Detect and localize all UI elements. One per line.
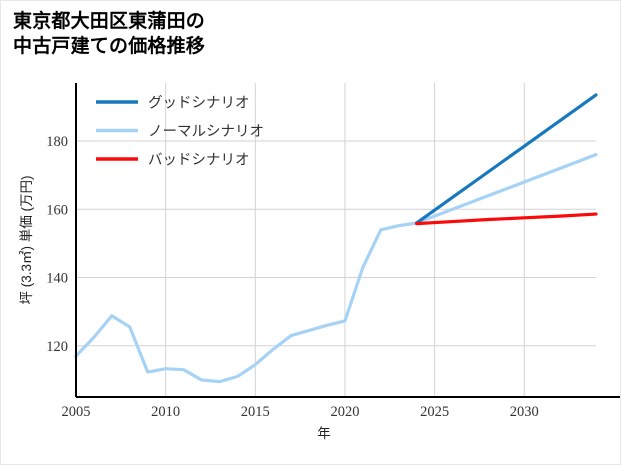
data-series-group xyxy=(74,93,598,384)
y-tick-label: 160 xyxy=(46,202,68,218)
axis-titles: 年 坪 (3.3㎡) 単価 (万円) xyxy=(19,175,331,441)
series-line-バッドシナリオ xyxy=(415,212,598,226)
series-line-グッドシナリオ xyxy=(415,93,598,225)
tick-labels: 2005 2010 2015 2020 2025 2030 120 140 160 180 xyxy=(46,134,539,420)
x-tick-label: 2025 xyxy=(420,404,449,420)
x-axis-title: 年 xyxy=(317,426,331,441)
legend-label-2: バッドシナリオ xyxy=(148,153,250,169)
chart-title: 東京都大田区東蒲田の 中古戸建ての価格推移 xyxy=(13,11,206,58)
x-tick-label: 2015 xyxy=(241,404,270,420)
y-tick-label: 180 xyxy=(46,134,68,150)
legend-label-0: グッドシナリオ xyxy=(148,95,250,112)
grid-lines xyxy=(75,83,596,397)
legend-label-1: ノーマルシナリオ xyxy=(148,124,264,140)
axis-lines xyxy=(75,83,620,398)
x-tick-label: 2030 xyxy=(510,404,539,420)
y-tick-label: 140 xyxy=(46,271,68,287)
series-line-ノーマルシナリオ xyxy=(74,153,598,384)
y-tick-label: 120 xyxy=(46,339,68,355)
x-tick-label: 2020 xyxy=(330,404,359,420)
x-tick-label: 2005 xyxy=(62,404,91,420)
y-axis-title: 坪 (3.3㎡) 単価 (万円) xyxy=(19,175,34,304)
x-tick-label: 2010 xyxy=(151,404,180,420)
